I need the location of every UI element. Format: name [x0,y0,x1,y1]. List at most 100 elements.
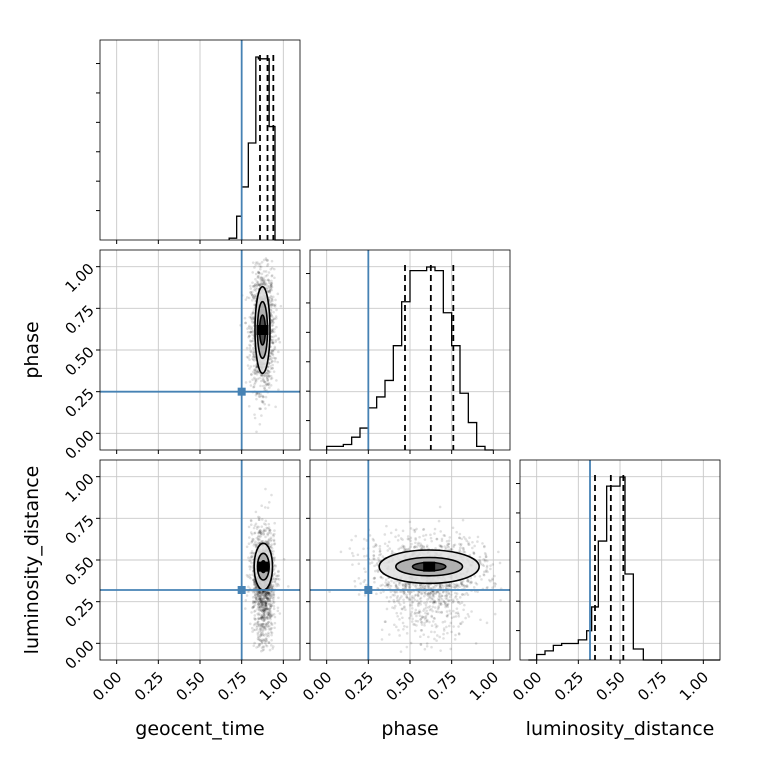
joint-geocent_time-phase-point [253,288,256,292]
joint-phase-luminosity_distance-point [426,592,430,596]
joint-phase-luminosity_distance-point [419,629,423,632]
joint-phase-luminosity_distance-point [419,643,423,647]
joint-phase-luminosity_distance-point [451,526,455,530]
joint-phase-luminosity_distance-point [458,585,461,589]
joint-geocent_time-phase-point [268,370,272,374]
joint-geocent_time-phase-point [269,282,273,285]
joint-phase-luminosity_distance-point [395,611,399,615]
joint-geocent_time-luminosity_distance-point [264,592,267,596]
joint-geocent_time-phase-point [252,376,256,380]
joint-geocent_time-luminosity_distance-point [260,613,264,617]
joint-geocent_time-phase-point [274,317,278,320]
joint-geocent_time-luminosity_distance-point [265,594,268,597]
joint-geocent_time-phase-point [262,282,266,285]
joint-phase-luminosity_distance-point [379,576,383,579]
joint-geocent_time-luminosity_distance-point [255,628,259,631]
joint-geocent_time-luminosity_distance-point [263,613,267,617]
joint-geocent_time-phase-point [273,317,276,321]
joint-phase-luminosity_distance-point [374,543,378,546]
joint-geocent_time-phase-point [260,283,264,287]
joint-geocent_time-phase-point [258,422,262,426]
joint-phase-luminosity_distance-point [413,528,417,532]
joint-phase-luminosity_distance-point [403,591,406,594]
joint-geocent_time-phase-point [259,278,263,282]
joint-geocent_time-luminosity_distance-point [267,522,271,526]
joint-geocent_time-luminosity_distance-point [256,594,260,598]
joint-geocent_time-phase-point [254,393,258,397]
joint-phase-luminosity_distance-point [410,601,414,605]
joint-geocent_time-luminosity_distance-points [244,487,290,653]
joint-geocent_time-phase-point [272,317,276,320]
joint-geocent_time-phase-point [251,357,254,360]
joint-geocent_time-luminosity_distance-point [252,605,255,609]
joint-phase-luminosity_distance-point [401,529,405,533]
joint-geocent_time-luminosity_distance-point [277,596,280,600]
joint-geocent_time-luminosity_distance-point [266,591,270,595]
joint-phase-luminosity_distance-point [428,605,432,608]
joint-geocent_time-luminosity_distance-point [259,601,263,605]
joint-phase-luminosity_distance-point [445,614,449,618]
joint-phase-luminosity_distance-point [397,583,401,586]
joint-geocent_time-phase-point [270,329,274,333]
joint-geocent_time-luminosity_distance-point [261,600,265,604]
joint-geocent_time-luminosity_distance-point [251,537,254,541]
joint-geocent_time-phase-point [267,281,271,285]
joint-geocent_time-luminosity_distance-point [256,622,260,626]
joint-phase-luminosity_distance-point [460,601,464,604]
joint-geocent_time-luminosity_distance-point [263,608,266,611]
joint-geocent_time-luminosity_distance-point [262,612,266,616]
joint-geocent_time-luminosity_distance-point [267,608,270,612]
joint-geocent_time-luminosity_distance-point [259,633,263,637]
joint-phase-luminosity_distance-point [410,610,414,614]
joint-geocent_time-luminosity_distance-point [267,611,270,614]
joint-phase-luminosity_distance-point [432,600,436,604]
joint-geocent_time-phase-point [262,279,265,283]
bottom-geocent_time-xtick-label-0: 0.00 [89,668,125,704]
joint-phase-luminosity_distance-point [385,607,389,611]
joint-geocent_time-luminosity_distance-point [252,628,256,632]
joint-geocent_time-luminosity_distance-point [262,528,266,531]
joint-phase-luminosity_distance-point [354,534,358,538]
joint-geocent_time-phase-point [269,284,273,288]
joint-geocent_time-phase-point [249,330,253,334]
joint-geocent_time-luminosity_distance-grid [100,460,300,660]
joint-phase-luminosity_distance-point [387,582,391,585]
joint-geocent_time-phase-point [269,294,273,298]
joint-geocent_time-phase-point [251,333,254,336]
joint-geocent_time-luminosity_distance-point [264,601,268,605]
joint-phase-luminosity_distance-point [491,563,495,566]
joint-phase-luminosity_distance-point [431,605,435,609]
joint-geocent_time-luminosity_distance-point [266,539,270,543]
joint-geocent_time-luminosity_distance-point [264,625,267,629]
joint-phase-luminosity_distance-point [457,632,461,636]
joint-geocent_time-phase-point [254,283,257,286]
joint-phase-luminosity_distance-point [413,530,417,534]
joint-geocent_time-luminosity_distance-point [249,519,253,523]
joint-geocent_time-luminosity_distance-point [272,584,275,587]
joint-geocent_time-phase-point [268,290,272,293]
joint-geocent_time-luminosity_distance-point [263,522,266,525]
joint-geocent_time-phase-point [267,403,271,407]
joint-geocent_time-luminosity_distance-point [268,611,271,614]
joint-phase-luminosity_distance-point [446,583,449,587]
joint-phase-luminosity_distance-point [462,550,465,554]
joint-phase-luminosity_distance-point [449,598,452,602]
joint-phase-luminosity_distance-point [494,582,497,586]
joint-phase-luminosity_distance-point [440,539,444,543]
joint-geocent_time-luminosity_distance-point [260,642,263,645]
joint-phase-luminosity_distance-point [395,586,399,589]
joint-geocent_time-luminosity_distance-point [250,532,254,536]
joint-phase-luminosity_distance-point [357,562,361,566]
joint-geocent_time-luminosity_distance-point [260,646,264,650]
joint-geocent_time-luminosity_distance-point [258,590,261,594]
joint-phase-luminosity_distance-point [408,520,412,524]
joint-phase-luminosity_distance-point [418,590,421,594]
joint-phase-luminosity_distance-point [491,586,494,589]
joint-phase-luminosity_distance-point [434,610,438,613]
joint-phase-luminosity_distance-point [457,600,460,604]
joint-geocent_time-phase-point [257,262,260,266]
joint-geocent_time-phase-point [273,305,277,308]
joint-geocent_time-phase-point [251,339,255,343]
joint-phase-luminosity_distance-point [419,618,422,621]
joint-phase-luminosity_distance-point [404,582,408,586]
